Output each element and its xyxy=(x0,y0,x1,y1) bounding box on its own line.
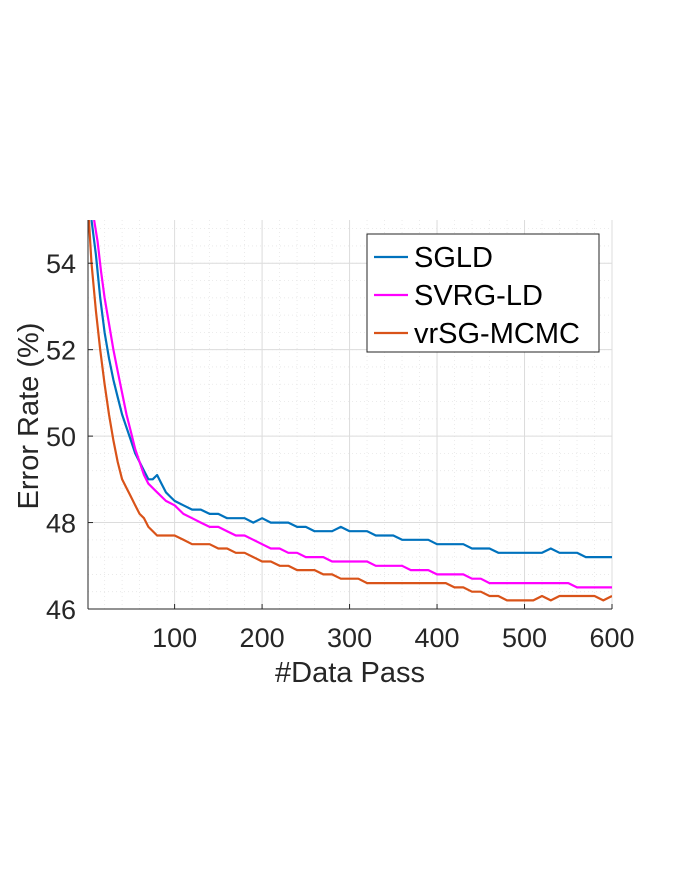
legend-label-vrsg-mcmc: vrSG-MCMC xyxy=(414,318,580,350)
tick-labels: 100 200 300 400 500 600 46 48 50 52 54 xyxy=(46,249,635,653)
y-axis-label: Error Rate (%) xyxy=(13,323,45,510)
y-tick-label: 54 xyxy=(46,249,76,279)
x-tick-label: 600 xyxy=(589,623,634,653)
legend-items: SGLD SVRG-LD vrSG-MCMC xyxy=(374,242,580,350)
legend-label-sgld: SGLD xyxy=(414,242,493,274)
axes xyxy=(87,220,613,610)
y-tick-label: 50 xyxy=(46,422,76,452)
series-line-vrsg-mcmc xyxy=(88,220,612,602)
y-tick-label: 46 xyxy=(46,595,76,625)
series-layer xyxy=(88,220,612,602)
legend-label-svrg-ld: SVRG-LD xyxy=(414,280,543,312)
series-line-svrg-ld xyxy=(93,220,612,589)
legend: SGLD SVRG-LD vrSG-MCMC xyxy=(366,233,600,353)
x-tick-label: 200 xyxy=(240,623,285,653)
y-tick-label: 48 xyxy=(46,509,76,539)
x-tick-label: 100 xyxy=(152,623,197,653)
x-tick-label: 300 xyxy=(327,623,372,653)
y-tick-label: 52 xyxy=(46,336,76,366)
x-tick-label: 400 xyxy=(415,623,460,653)
x-tick-label: 500 xyxy=(502,623,547,653)
x-axis-label: #Data Pass xyxy=(275,657,425,689)
